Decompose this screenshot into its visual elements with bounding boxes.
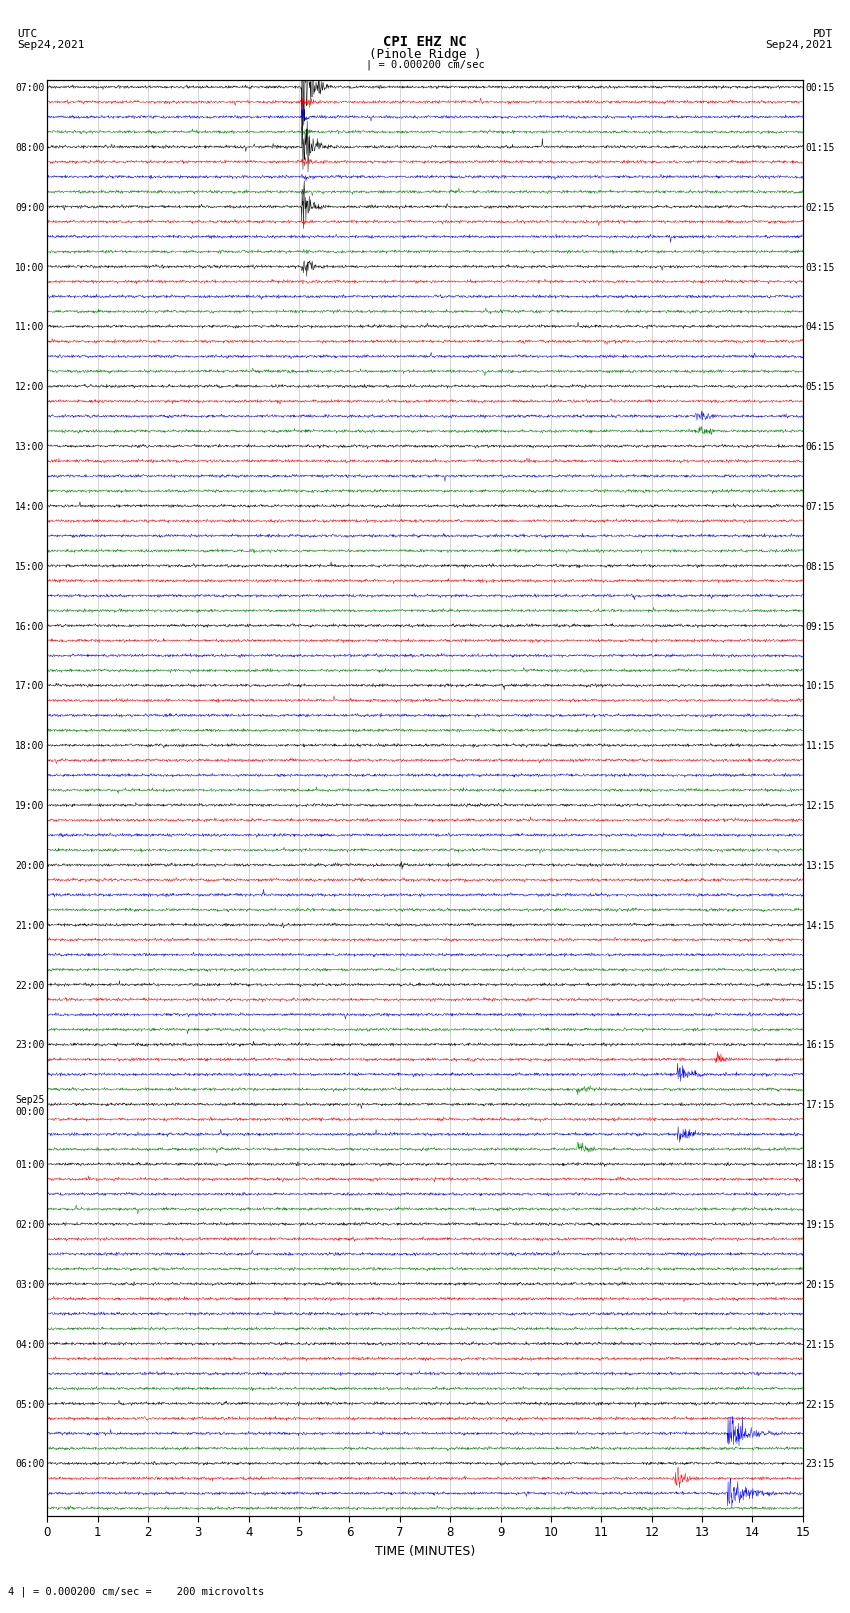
- Text: Sep24,2021: Sep24,2021: [766, 40, 833, 50]
- X-axis label: TIME (MINUTES): TIME (MINUTES): [375, 1545, 475, 1558]
- Text: (Pinole Ridge ): (Pinole Ridge ): [369, 48, 481, 61]
- Text: CPI EHZ NC: CPI EHZ NC: [383, 35, 467, 50]
- Text: 4 | = 0.000200 cm/sec =    200 microvolts: 4 | = 0.000200 cm/sec = 200 microvolts: [8, 1586, 264, 1597]
- Text: UTC: UTC: [17, 29, 37, 39]
- Text: PDT: PDT: [813, 29, 833, 39]
- Text: Sep24,2021: Sep24,2021: [17, 40, 84, 50]
- Text: | = 0.000200 cm/sec: | = 0.000200 cm/sec: [366, 60, 484, 71]
